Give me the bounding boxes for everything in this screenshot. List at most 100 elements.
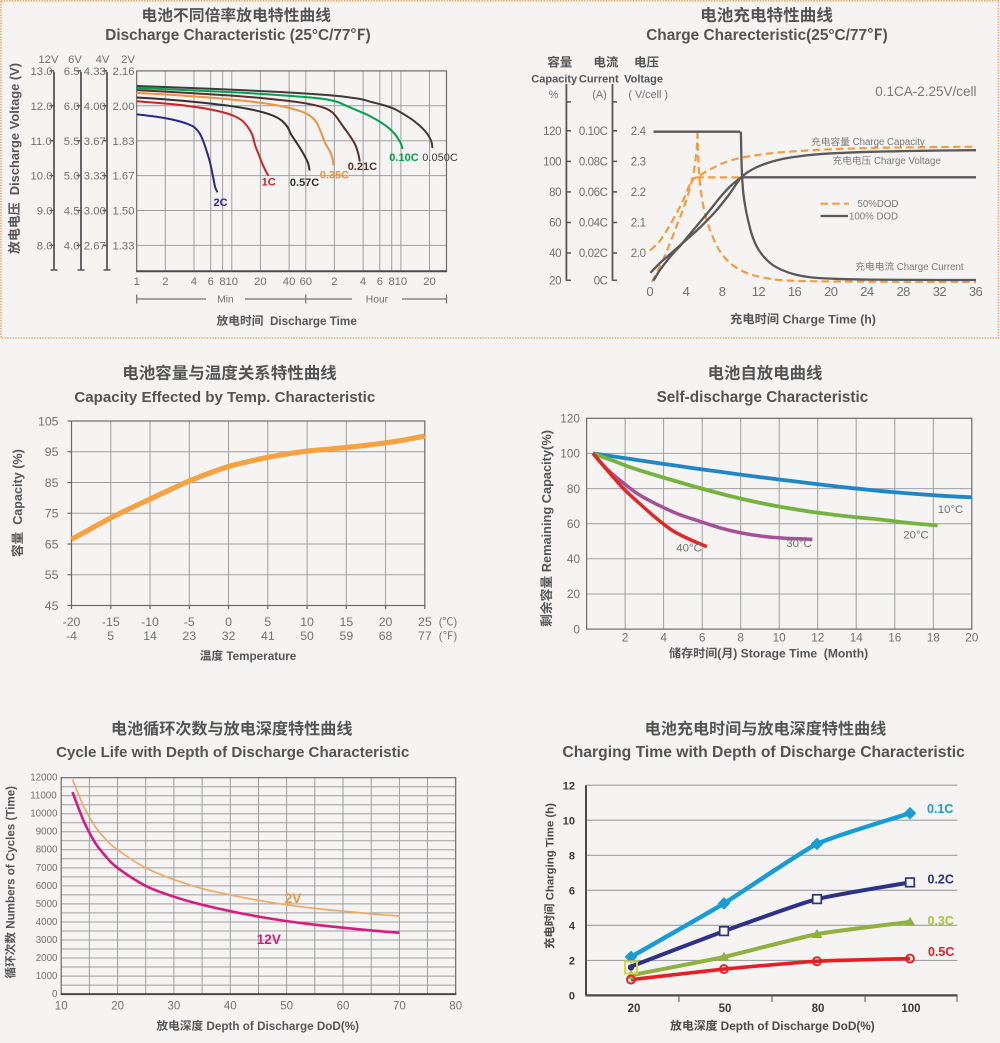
svg-text:0.57C: 0.57C <box>290 177 319 189</box>
svg-text:4.00: 4.00 <box>84 101 106 113</box>
svg-text:Capacity Effected by Temp. Cha: Capacity Effected by Temp. Characteristi… <box>74 389 375 406</box>
svg-text:9000: 9000 <box>36 827 58 838</box>
svg-text:2.67: 2.67 <box>84 241 106 253</box>
svg-text:) Storage Time (Month): ) Storage Time (Month) <box>733 646 868 660</box>
svg-text:4: 4 <box>569 921 576 933</box>
svg-text:95: 95 <box>45 445 59 459</box>
svg-text:1000: 1000 <box>36 971 58 982</box>
svg-text:8: 8 <box>219 276 225 288</box>
svg-text:45: 45 <box>45 599 59 613</box>
svg-text:0.21C: 0.21C <box>348 161 377 173</box>
svg-text:4: 4 <box>191 276 197 288</box>
svg-text:120: 120 <box>560 412 580 426</box>
svg-text:28: 28 <box>897 284 911 299</box>
svg-text:2V: 2V <box>121 54 135 66</box>
svg-text:8: 8 <box>389 276 395 288</box>
svg-text:20: 20 <box>111 1001 124 1013</box>
svg-text:20: 20 <box>628 1003 641 1015</box>
svg-text:-15: -15 <box>102 615 120 629</box>
svg-text:Capacity (%): Capacity (%) <box>11 449 25 532</box>
svg-text:3.33: 3.33 <box>84 171 106 183</box>
svg-text:2C: 2C <box>214 197 228 209</box>
svg-text:100: 100 <box>901 1003 920 1015</box>
svg-text:0: 0 <box>569 991 575 1003</box>
svg-text:0.10C: 0.10C <box>389 152 418 164</box>
svg-text:80: 80 <box>449 1001 462 1013</box>
svg-text:-10: -10 <box>141 615 159 629</box>
svg-text:0.08C: 0.08C <box>579 157 608 169</box>
svg-text:2.3: 2.3 <box>631 157 646 169</box>
svg-text:-20: -20 <box>63 615 81 629</box>
svg-text:4000: 4000 <box>36 917 58 928</box>
svg-text:25: 25 <box>418 615 432 629</box>
svg-text:50: 50 <box>300 629 314 643</box>
svg-text:Charge Current: Charge Current <box>894 262 964 273</box>
svg-text:10: 10 <box>563 815 575 827</box>
svg-text:2.16: 2.16 <box>113 66 135 78</box>
svg-text:20: 20 <box>567 587 581 601</box>
svg-text:6: 6 <box>377 276 383 288</box>
svg-text:Remaining Capacity(%): Remaining Capacity(%) <box>539 430 554 576</box>
svg-text:4.5: 4.5 <box>64 206 80 218</box>
svg-text:10: 10 <box>55 1001 68 1013</box>
svg-text:6.5: 6.5 <box>64 66 80 78</box>
svg-text:0.3C: 0.3C <box>928 914 954 928</box>
svg-text:120: 120 <box>543 126 561 138</box>
svg-text:0.1C: 0.1C <box>927 802 953 816</box>
svg-text:10: 10 <box>773 630 787 644</box>
svg-text:5.5: 5.5 <box>64 136 80 148</box>
svg-text:8.0: 8.0 <box>37 241 53 253</box>
svg-text:40: 40 <box>283 276 296 288</box>
svg-text:Depth of Discharge DoD(%): Depth of Discharge DoD(%) <box>203 1020 359 1033</box>
svg-text:2.2: 2.2 <box>631 187 646 199</box>
svg-text:10°C: 10°C <box>938 504 963 516</box>
svg-text:80: 80 <box>812 1003 825 1015</box>
svg-text:50%DOD: 50%DOD <box>858 199 899 210</box>
svg-text:0: 0 <box>52 989 58 1000</box>
svg-text:60: 60 <box>549 218 561 230</box>
svg-text:Discharge Time: Discharge Time <box>264 315 358 328</box>
svg-text:100% DOD: 100% DOD <box>849 212 898 223</box>
svg-text:0.35C: 0.35C <box>320 170 349 182</box>
svg-text:0C: 0C <box>594 276 608 288</box>
svg-text:16: 16 <box>888 630 902 644</box>
svg-text:32: 32 <box>933 284 947 299</box>
svg-text:70: 70 <box>393 1001 406 1013</box>
svg-text:0.050C: 0.050C <box>422 152 458 164</box>
svg-text:59: 59 <box>340 629 354 643</box>
svg-text:1C: 1C <box>262 177 276 189</box>
svg-text:): ) <box>454 616 458 628</box>
svg-text:80: 80 <box>549 187 561 199</box>
svg-text:-5: -5 <box>184 615 195 629</box>
svg-text:(: ( <box>439 630 443 642</box>
svg-text:14: 14 <box>850 630 864 644</box>
svg-text:3000: 3000 <box>36 935 58 946</box>
svg-text:1.50: 1.50 <box>113 206 135 218</box>
svg-text:0: 0 <box>573 622 580 636</box>
svg-text:3.00: 3.00 <box>84 206 106 218</box>
svg-text:Charging Time (h): Charging Time (h) <box>545 803 557 904</box>
svg-text:16: 16 <box>788 284 802 299</box>
svg-text:10: 10 <box>300 615 314 629</box>
svg-text:40: 40 <box>224 1001 237 1013</box>
svg-text:20: 20 <box>965 630 979 644</box>
svg-text:2: 2 <box>331 276 337 288</box>
svg-text:0.04C: 0.04C <box>579 218 608 230</box>
svg-text:55: 55 <box>45 568 59 582</box>
svg-text:2.4: 2.4 <box>631 126 647 138</box>
svg-text:3.67: 3.67 <box>84 136 106 148</box>
svg-text:5: 5 <box>107 629 114 643</box>
svg-text:0.2C: 0.2C <box>928 872 954 886</box>
svg-text:2000: 2000 <box>36 953 58 964</box>
svg-text:2.1: 2.1 <box>631 218 646 230</box>
svg-text:85: 85 <box>45 476 59 490</box>
svg-text:12000: 12000 <box>30 773 58 784</box>
svg-text:1: 1 <box>134 276 140 288</box>
svg-text:50: 50 <box>719 1003 732 1015</box>
svg-text:6: 6 <box>569 886 575 898</box>
svg-text:6000: 6000 <box>36 881 58 892</box>
svg-text:Charge Charecteristic(25°C/77: Charge Charecteristic(25°C/77 <box>646 27 867 44</box>
svg-text:Charge Capacity: Charge Capacity <box>850 137 925 148</box>
svg-text:20°C: 20°C <box>903 530 928 542</box>
svg-text:7000: 7000 <box>36 863 58 874</box>
